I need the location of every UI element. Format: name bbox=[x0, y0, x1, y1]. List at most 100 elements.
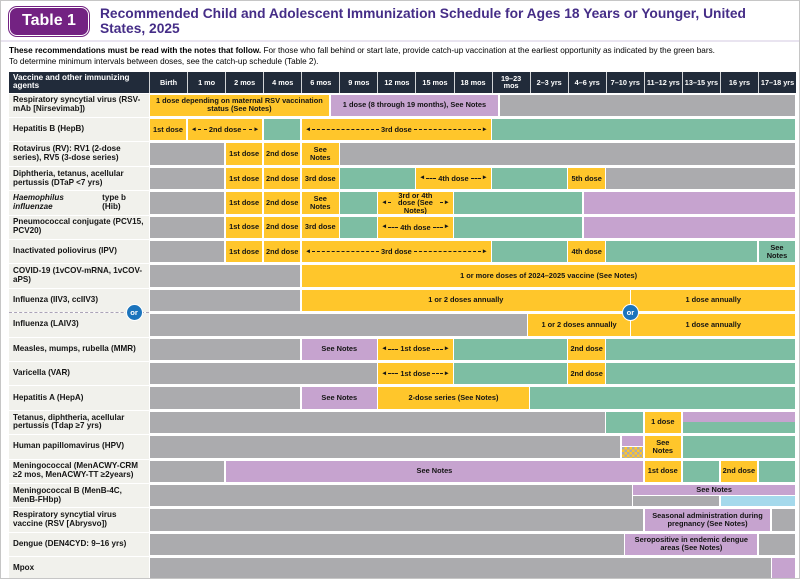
schedule-segment bbox=[606, 362, 796, 385]
arrow-left-icon: ◄ bbox=[381, 345, 388, 353]
row-label: Haemophilus influenzae type b (Hib) bbox=[9, 191, 149, 215]
schedule-segment: 1 or 2 doses annually bbox=[301, 289, 630, 312]
schedule-segment: See Notes bbox=[301, 143, 339, 165]
arrow-dash bbox=[413, 251, 481, 253]
row-label: Respiratory syncytial virus vaccine (RSV… bbox=[9, 508, 149, 532]
vaccine-row: Measles, mumps, rubella (MMR) See Notes ◄ 1… bbox=[9, 337, 796, 361]
vaccine-row: Meningococcal B (MenB-4C, MenB-FHbp) See … bbox=[9, 483, 796, 508]
schedule-segment: 1st dose bbox=[644, 460, 682, 482]
or-circle: or bbox=[125, 303, 143, 321]
schedule-bar: 1st dose 2nd dose See Notes bbox=[149, 142, 796, 166]
row-label: Varicella (VAR) bbox=[9, 361, 149, 386]
row-label: Influenza (IIV3, ccIIV3) bbox=[9, 288, 149, 313]
schedule-segment bbox=[149, 289, 301, 312]
schedule-bar: See Notes 2-dose series (See Notes) bbox=[149, 386, 796, 410]
arrow-left-icon: ◄ bbox=[381, 369, 388, 377]
schedule-segment bbox=[149, 411, 605, 434]
age-column-header: 7–10 yrs bbox=[605, 71, 644, 93]
schedule-segment bbox=[606, 411, 643, 434]
age-column-header: 2–3 yrs bbox=[529, 71, 568, 93]
notes-lead: These recommendations must be read with … bbox=[9, 46, 262, 55]
schedule-segment bbox=[682, 411, 796, 422]
range-arrow: ◄ 3rd dose ► bbox=[303, 248, 490, 256]
schedule-segment: Seropositive in endemic dengue areas (Se… bbox=[625, 533, 758, 556]
vaccine-row: Diphtheria, tetanus, acellular pertussis… bbox=[9, 166, 796, 191]
schedule-segment: See Notes bbox=[301, 192, 339, 214]
vaccine-row: COVID-19 (1vCOV-mRNA, 1vCOV-aPS) 1 or mor… bbox=[9, 264, 796, 288]
age-column-header: 9 mos bbox=[339, 71, 377, 93]
schedule-segment: 2nd dose bbox=[720, 460, 758, 482]
schedule-segment bbox=[530, 387, 796, 409]
schedule-bar bbox=[149, 557, 796, 578]
segment-label: 3rd dose bbox=[380, 124, 412, 134]
arrow-right-icon: ► bbox=[443, 198, 450, 206]
schedule-segment: 1 dose bbox=[644, 411, 682, 434]
schedule-segment: 2nd dose bbox=[263, 167, 301, 190]
schedule-segment: See Notes bbox=[225, 460, 643, 482]
segment-label: 4th dose bbox=[438, 173, 469, 183]
schedule-segment bbox=[621, 446, 643, 458]
schedule-bar: 1st dose 2nd dose 3rd dose ◄ 4th dose ► bbox=[149, 215, 796, 239]
segment-label: 1st dose bbox=[400, 368, 431, 378]
vaccine-row: Mpox bbox=[9, 557, 796, 578]
vaccine-row: Respiratory syncytial virus vaccine (RSV… bbox=[9, 508, 796, 532]
arrow-right-icon: ► bbox=[481, 125, 488, 133]
age-column-header: 12 mos bbox=[377, 71, 415, 93]
schedule-segment: See Notes bbox=[758, 241, 796, 263]
schedule-segment bbox=[682, 436, 796, 458]
schedule-segment bbox=[149, 241, 225, 263]
arrow-dash bbox=[197, 129, 207, 131]
schedule-segment bbox=[621, 436, 643, 447]
or-circle: or bbox=[621, 303, 639, 321]
row-label: Hepatitis A (HepA) bbox=[9, 386, 149, 410]
vaccine-row: Tetanus, diphtheria, acellular pertussis… bbox=[9, 410, 796, 435]
age-column-header: 6 mos bbox=[301, 71, 339, 93]
schedule-segment bbox=[492, 167, 567, 190]
corner-header: Vaccine and other immunizing agents bbox=[13, 72, 130, 91]
row-label: Meningococcal B (MenB-4C, MenB-FHbp) bbox=[9, 483, 149, 508]
arrow-dash bbox=[388, 373, 399, 375]
schedule-segment bbox=[149, 314, 527, 336]
schedule-segment: 1 dose depending on maternal RSV vaccina… bbox=[149, 94, 330, 117]
schedule-segment: 3rd dose bbox=[301, 167, 339, 190]
arrow-dash bbox=[470, 178, 481, 180]
row-label: Influenza (LAIV3) bbox=[9, 313, 149, 337]
schedule-bar: Seropositive in endemic dengue areas (Se… bbox=[149, 532, 796, 557]
schedule-bar: 1st dose 2nd dose See Notes ◄ 3rd or 4th dos… bbox=[149, 191, 796, 215]
schedule-segment bbox=[340, 216, 377, 238]
schedule-segment: 1st dose bbox=[225, 216, 263, 238]
schedule-segment bbox=[263, 119, 301, 141]
schedule-segment bbox=[606, 241, 758, 263]
arrow-left-icon: ◄ bbox=[304, 247, 312, 255]
schedule-segment bbox=[149, 338, 301, 360]
arrow-dash bbox=[413, 129, 481, 131]
arrow-dash bbox=[312, 129, 379, 131]
row-label: Hepatitis B (HepB) bbox=[9, 118, 149, 142]
arrow-right-icon: ► bbox=[481, 174, 488, 182]
schedule-segment bbox=[149, 216, 225, 238]
schedule-segment: 2nd dose bbox=[263, 143, 301, 165]
arrow-dash bbox=[432, 373, 443, 375]
vaccine-row: Inactivated poliovirus (IPV) 1st dose 2nd … bbox=[9, 240, 796, 264]
schedule-segment bbox=[454, 338, 567, 360]
schedule-segment bbox=[149, 167, 225, 190]
notes-rest: For those who fall behind or start late,… bbox=[261, 46, 715, 55]
arrow-dash bbox=[388, 202, 392, 204]
notes-line1: These recommendations must be read with … bbox=[9, 46, 791, 57]
vaccine-row: Rotavirus (RV): RV1 (2-dose series), RV5… bbox=[9, 142, 796, 166]
schedule-segment: See Notes bbox=[301, 387, 377, 409]
row-label: Respiratory syncytial virus (RSV-mAb [Ni… bbox=[9, 93, 149, 118]
arrow-left-icon: ◄ bbox=[419, 174, 426, 182]
schedule-segment: ◄ 2nd dose ► bbox=[187, 119, 263, 141]
arrow-left-icon: ◄ bbox=[381, 223, 388, 231]
schedule-segment bbox=[606, 167, 796, 190]
schedule-segment: See Notes bbox=[644, 436, 682, 458]
age-column-header: 16 yrs bbox=[719, 71, 758, 93]
row-label: Inactivated poliovirus (IPV) bbox=[9, 240, 149, 264]
arrow-right-icon: ► bbox=[443, 369, 450, 377]
schedule-segment: 2nd dose bbox=[263, 216, 301, 238]
schedule-segment bbox=[149, 558, 771, 578]
table1-badge: Table 1 bbox=[9, 7, 89, 36]
schedule-segment bbox=[340, 192, 377, 214]
vaccine-row: Haemophilus influenzae type b (Hib) 1st d… bbox=[9, 191, 796, 215]
